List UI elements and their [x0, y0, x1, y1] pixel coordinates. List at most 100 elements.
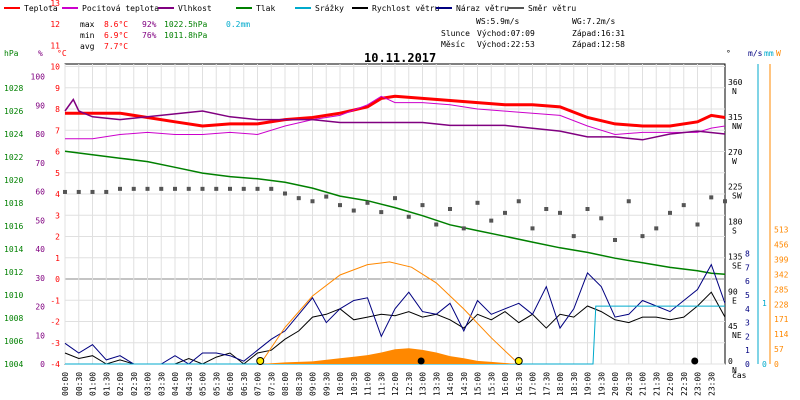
temp-axis-unit: °C [57, 49, 67, 58]
temp-tick-label: -3 [50, 339, 60, 348]
legend-item: Náraz větru [456, 4, 509, 13]
time-tick-label: 20:30 [625, 372, 634, 396]
humidity-tick-label: 50 [35, 216, 45, 225]
time-tick-label: 04:30 [185, 372, 194, 396]
temp-tick-label: 7 [55, 126, 60, 135]
time-tick-label: 12:30 [405, 372, 414, 396]
stats-max-rain: 0.2mm [226, 20, 250, 29]
humidity-tick-label: 20 [35, 303, 45, 312]
windspeed-tick-label: 5 [745, 291, 750, 300]
stats-avg-label: avg [80, 42, 95, 51]
pressure-tick-label: 1024 [4, 130, 23, 139]
time-tick-label: 09:30 [322, 372, 331, 396]
winddir-point [324, 194, 329, 199]
time-tick-label: 08:30 [295, 372, 304, 396]
winddir-point [104, 189, 109, 194]
chart-title: 10.11.2017 [364, 51, 436, 65]
winddir-point [214, 186, 219, 191]
winddir-point [406, 214, 411, 219]
solar-tick-label: 0 [774, 360, 779, 369]
solar-tick-label: 342 [774, 270, 789, 279]
winddir-point [241, 186, 246, 191]
pressure-tick-label: 1020 [4, 176, 23, 185]
solar-tick-label: 228 [774, 300, 789, 309]
winddir-point [695, 222, 700, 227]
pressure-tick-label: 1014 [4, 245, 23, 254]
wind-ws: WS:5.9m/s [476, 17, 520, 26]
winddir-point [448, 207, 452, 211]
humidity-tick-label: 30 [35, 274, 45, 283]
legend-item: Pocitová teplota [82, 4, 159, 13]
winddir-name-label: SW [732, 192, 742, 201]
windspeed-tick-label: 8 [745, 250, 750, 259]
winddir-point [558, 210, 562, 215]
winddir-point [283, 191, 287, 196]
time-tick-label: 01:00 [89, 372, 98, 396]
series-line [64, 98, 726, 141]
pressure-tick-label: 1022 [4, 153, 23, 162]
stats-min-temp: 6.9°C [104, 31, 128, 40]
temp-tick-label: 10 [50, 63, 60, 72]
winddir-point [434, 222, 439, 227]
winddir-tick-label: 45 [728, 322, 738, 331]
time-tick-label: 22:30 [680, 372, 689, 396]
rain-tick-label: 0 [762, 360, 767, 369]
winddir-tick-label: 180 [728, 218, 743, 227]
winddir-point [269, 186, 274, 191]
winddir-name-label: E [732, 296, 737, 305]
sunrise-marker [256, 357, 265, 365]
rain-axis-unit: mm [764, 49, 774, 58]
winddir-point [640, 234, 645, 239]
winddir-tick-label: 225 [728, 183, 743, 192]
temp-tick-label: -2 [50, 318, 60, 327]
time-tick-label: 21:30 [652, 372, 661, 396]
pressure-tick-label: 1012 [4, 268, 23, 277]
solar-tick-label: 114 [774, 330, 789, 339]
stats-max-temp: 8.6°C [104, 20, 128, 29]
winddir-tick-label: 315 [728, 113, 743, 122]
speed-axis-unit: m/s [748, 49, 763, 58]
stats-block: max 8.6°C 92% 1022.5hPa 0.2mm min 6.9°C … [80, 20, 250, 51]
rain-tick-label: 1 [762, 299, 767, 308]
pressure-axis-unit: hPa [4, 49, 19, 58]
moon-label: Měsíc [441, 40, 465, 49]
winddir-point [338, 203, 342, 208]
winddir-point [461, 226, 466, 231]
time-tick-label: 17:00 [529, 372, 538, 396]
time-tick-label: 03:30 [157, 372, 166, 396]
dir-axis-unit: ° [726, 49, 731, 58]
winddir-point [489, 218, 494, 223]
stats-min-label: min [80, 31, 95, 40]
windspeed-tick-label: 2 [745, 332, 750, 341]
time-tick-label: 09:00 [309, 372, 318, 396]
winddir-tick-label: 0 [728, 357, 733, 366]
winddir-point [571, 234, 576, 239]
time-tick-label: 16:30 [515, 372, 524, 396]
humidity-tick-label: 100 [31, 73, 46, 82]
sun-label: Slunce [441, 29, 470, 38]
solar-axis-unit: W [776, 49, 781, 58]
winddir-point [723, 199, 727, 204]
time-tick-label: 17:30 [542, 372, 551, 396]
pressure-tick-label: 1028 [4, 84, 23, 93]
windspeed-tick-label: 1 [745, 346, 750, 355]
winddir-point [118, 186, 122, 191]
winddir-point [613, 238, 617, 242]
time-tick-label: 07:30 [267, 372, 276, 396]
windspeed-tick-label: 0 [745, 360, 750, 369]
winddir-point [379, 210, 384, 215]
humidity-tick-label: 90 [35, 101, 45, 110]
time-tick-label: 03:00 [144, 372, 153, 396]
legend-item: Tlak [256, 4, 275, 13]
time-tick-label: 02:00 [116, 372, 125, 396]
wind-wg: WG:7.2m/s [572, 17, 616, 26]
winddir-point [654, 226, 659, 231]
time-tick-label: 05:30 [212, 372, 221, 396]
winddir-point [145, 186, 150, 191]
moonset-marker [417, 357, 425, 365]
solar-tick-label: 171 [774, 315, 789, 324]
temp-tick-label: 8 [55, 105, 60, 114]
winddir-point [475, 200, 480, 205]
temp-tick-label: 3 [55, 211, 60, 220]
wind-sun-block: WS:5.9m/s WG:7.2m/s Slunce Východ:07:09 … [441, 17, 625, 49]
